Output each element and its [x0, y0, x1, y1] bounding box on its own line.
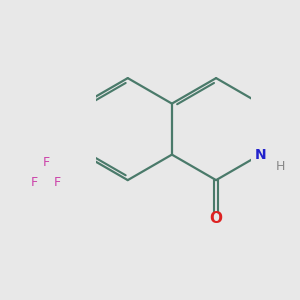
Text: F: F — [42, 156, 50, 170]
Text: F: F — [31, 176, 38, 190]
Circle shape — [54, 179, 61, 187]
Text: O: O — [210, 211, 223, 226]
Circle shape — [256, 150, 265, 159]
Text: H: H — [275, 160, 285, 172]
Text: N: N — [254, 148, 266, 162]
Circle shape — [31, 179, 38, 187]
Circle shape — [43, 159, 50, 167]
Text: F: F — [54, 176, 61, 190]
Circle shape — [212, 214, 221, 223]
